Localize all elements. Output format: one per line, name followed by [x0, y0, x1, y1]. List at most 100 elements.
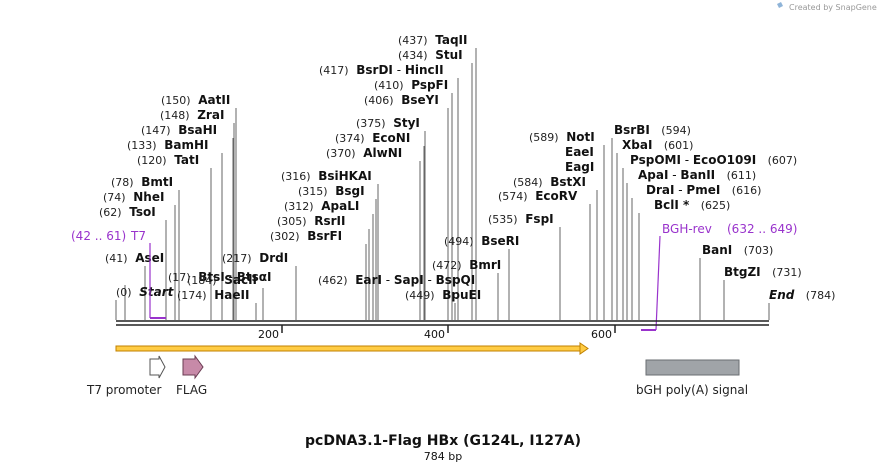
- site-nhei[interactable]: (74) NheI: [103, 190, 164, 204]
- site-btsi-btsai[interactable]: (17) BtsI - BtsαI: [168, 270, 271, 284]
- feature-bgh-polya[interactable]: bGH poly(A) signal: [636, 359, 748, 397]
- site-stui-part: StuI: [435, 48, 462, 62]
- site-tati[interactable]: (120) TatI: [137, 153, 199, 167]
- site-sacii[interactable]: (184) SacII: [187, 273, 257, 287]
- site-drdi[interactable]: (217) DrdI: [222, 251, 288, 265]
- site-bsrfi-label: (302) BsrFI: [270, 229, 342, 243]
- site-bmti-part: [134, 175, 142, 189]
- site-btsi-btsai-label: (17) BtsI - BtsαI: [168, 270, 271, 284]
- feature-flag[interactable]: FLAG: [176, 354, 207, 397]
- primer-t7[interactable]: (42 .. 61) T7: [71, 229, 166, 319]
- site-rsrii-part: RsrII: [314, 214, 345, 228]
- site-noti-part: [559, 130, 567, 144]
- site-btsi-btsai-part: BtsαI: [237, 270, 272, 284]
- site-tati-part: TatI: [174, 153, 199, 167]
- site-bmri[interactable]: (472) BmrI: [432, 258, 501, 272]
- site-asei[interactable]: (41) AseI: [105, 251, 164, 265]
- site-bstxi[interactable]: (584) BstXI: [513, 175, 586, 189]
- site-alwni[interactable]: (370) AlwNI: [326, 146, 402, 160]
- site-bamhi[interactable]: (133) BamHI: [127, 138, 209, 152]
- site-fspi[interactable]: (535) FspI: [488, 212, 554, 226]
- site-bsrdi-hincii[interactable]: (417) BsrDI - HincII: [319, 63, 444, 77]
- site-bmti[interactable]: (78) BmtI: [111, 175, 173, 189]
- site-bsgi[interactable]: (315) BsgI: [298, 184, 365, 198]
- feature-t7-promoter[interactable]: T7 promoter: [86, 355, 166, 397]
- site-bsahi-part: [171, 123, 179, 137]
- site-ecorv[interactable]: (574) EcoRV: [498, 189, 578, 203]
- site-rsrii-label: (305) RsrII: [277, 214, 345, 228]
- site-apai-banii-label: ApaI - BanII (611): [638, 168, 756, 182]
- site-taqii[interactable]: (437) TaqII: [398, 33, 468, 47]
- site-bpuei[interactable]: (449) BpuEI: [405, 288, 481, 302]
- site-tsoi-label: (62) TsoI: [99, 205, 156, 219]
- site-drai-pmei[interactable]: DraI - PmeI (616): [646, 183, 761, 197]
- site-bani[interactable]: BanI (703): [702, 243, 773, 257]
- site-bseri-label: (494) BseRI: [444, 234, 519, 248]
- primer-bgh-rev[interactable]: BGH-rev (632 .. 649): [641, 222, 797, 331]
- site-taqii-part: TaqII: [435, 33, 467, 47]
- site-stui[interactable]: (434) StuI: [398, 48, 463, 62]
- site-eari-sapi-bspqi[interactable]: (462) EarI - SapI - BspQI: [318, 273, 475, 287]
- site-bsrfi-part: BsrFI: [307, 229, 342, 243]
- site-bseri[interactable]: (494) BseRI: [444, 234, 519, 248]
- site-eari-sapi-bspqi-part: (462): [318, 274, 348, 287]
- site-styi[interactable]: (375) StyI: [356, 116, 420, 130]
- leader-lines: [115, 48, 770, 320]
- site-bani-part: [732, 243, 743, 257]
- site-start-part: Start: [139, 285, 174, 299]
- site-bmti-part: BmtI: [141, 175, 173, 189]
- site-econi-part: EcoNI: [372, 131, 410, 145]
- site-bsahi[interactable]: (147) BsaHI: [141, 123, 217, 137]
- site-bcli[interactable]: BclI * (625): [654, 198, 730, 212]
- site-econi-part: (374): [335, 132, 365, 145]
- site-pspfi[interactable]: (410) PspFI: [374, 78, 448, 92]
- site-alwni-label: (370) AlwNI: [326, 146, 402, 160]
- site-zrai-label: (148) ZraI: [160, 108, 224, 122]
- site-apai-banii-part: BanII: [680, 168, 715, 182]
- site-noti[interactable]: (589) NotI: [529, 130, 595, 144]
- site-rsrii[interactable]: (305) RsrII: [277, 214, 345, 228]
- site-bsrdi-hincii-label: (417) BsrDI - HincII: [319, 63, 444, 77]
- site-bmri-part: [462, 258, 470, 272]
- site-bsihkai[interactable]: (316) BsiHKAI: [281, 169, 372, 183]
- site-end[interactable]: End (784): [769, 288, 835, 302]
- site-bsrdi-hincii-part: -: [393, 63, 405, 77]
- site-zrai[interactable]: (148) ZraI: [160, 108, 224, 122]
- site-bsihkai-part: (316): [281, 170, 311, 183]
- site-btgzi[interactable]: BtgZI (731): [724, 265, 802, 279]
- dna-backbone: [116, 320, 769, 326]
- site-drai-pmei-part: -: [674, 183, 686, 197]
- orf-arrow[interactable]: [115, 342, 589, 355]
- site-apali[interactable]: (312) ApaLI: [284, 199, 359, 213]
- credit-text: Created by SnapGene: [789, 3, 877, 12]
- site-xbai-part: (601): [664, 139, 694, 152]
- site-bsrbi[interactable]: BsrBI (594): [614, 123, 691, 137]
- site-drai-pmei-part: [720, 183, 731, 197]
- site-bpuei-part: (449): [405, 289, 435, 302]
- site-rsrii-part: [307, 214, 315, 228]
- site-aatii[interactable]: (150) AatII: [161, 93, 230, 107]
- site-eagi[interactable]: EagI: [565, 160, 594, 174]
- site-ecorv-label: (574) EcoRV: [498, 189, 578, 203]
- site-start-label: (0) Start: [116, 285, 175, 299]
- site-eaei[interactable]: EaeI: [565, 145, 594, 159]
- scale-ticks: 200 400 600: [258, 325, 616, 341]
- site-pspomi-ecoo109i-part: EcoO109I: [693, 153, 756, 167]
- site-bseyi[interactable]: (406) BseYI: [364, 93, 439, 107]
- site-apai-banii[interactable]: ApaI - BanII (611): [638, 168, 756, 182]
- site-drai-pmei-part: (616): [732, 184, 762, 197]
- site-start[interactable]: (0) Start: [116, 285, 175, 299]
- site-ecorv-part: EcoRV: [535, 189, 578, 203]
- site-tsoi[interactable]: (62) TsoI: [99, 205, 156, 219]
- site-econi[interactable]: (374) EcoNI: [335, 131, 410, 145]
- site-noti-part: NotI: [566, 130, 595, 144]
- map-title: pcDNA3.1-Flag HBx (G124L, I127A): [305, 433, 581, 449]
- site-haeii[interactable]: (174) HaeII: [177, 288, 249, 302]
- site-drai-pmei-label: DraI - PmeI (616): [646, 183, 761, 197]
- site-bsrfi[interactable]: (302) BsrFI: [270, 229, 342, 243]
- site-start-part: [132, 285, 140, 299]
- site-xbai[interactable]: XbaI (601): [622, 138, 693, 152]
- site-pspomi-ecoo109i[interactable]: PspOMI - EcoO109I (607): [630, 153, 797, 167]
- map-subtitle: 784 bp: [424, 450, 462, 463]
